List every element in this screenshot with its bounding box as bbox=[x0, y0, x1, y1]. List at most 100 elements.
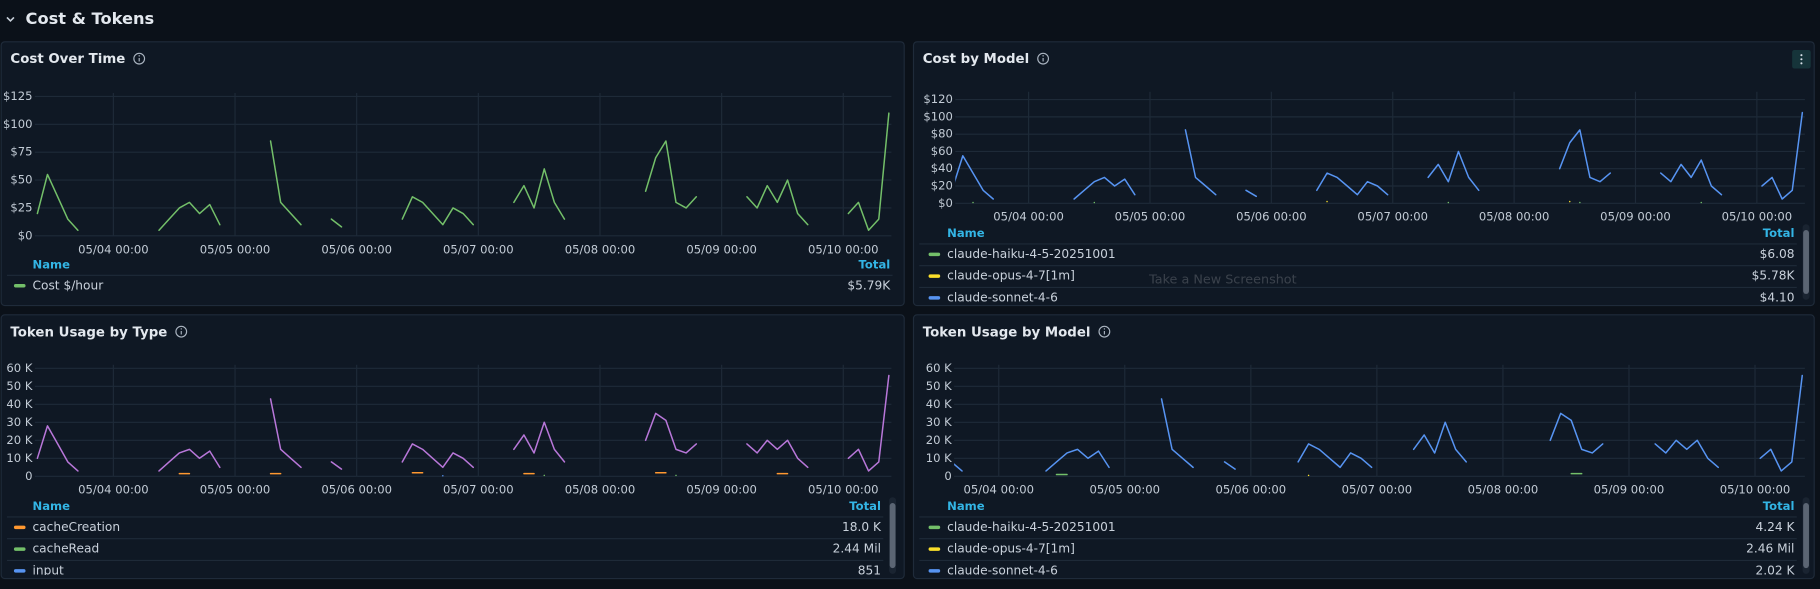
panel-frame bbox=[0, 314, 905, 580]
y-tick-label: 0 bbox=[944, 469, 951, 483]
info-icon[interactable] bbox=[175, 325, 188, 338]
legend-header-name[interactable]: Name bbox=[947, 226, 985, 240]
info-icon-dot bbox=[180, 328, 182, 330]
legend-swatch[interactable] bbox=[928, 252, 941, 257]
x-tick-label: 05/08 00:00 bbox=[565, 242, 636, 256]
legend-swatch[interactable] bbox=[13, 547, 26, 551]
panel-title: Token Usage by Type bbox=[10, 325, 167, 340]
legend-name[interactable]: claude-haiku-4-5-20251001 bbox=[947, 247, 1116, 261]
legend-header-total[interactable]: Total bbox=[1763, 226, 1795, 240]
legend-total: 851 bbox=[858, 563, 881, 577]
x-tick-label: 05/09 00:00 bbox=[686, 483, 757, 497]
legend-header-total[interactable]: Total bbox=[859, 257, 891, 271]
x-tick-label: 05/07 00:00 bbox=[443, 483, 514, 497]
info-icon[interactable] bbox=[133, 52, 146, 65]
y-tick-label: 20 K bbox=[6, 433, 32, 447]
x-tick-label: 05/06 00:00 bbox=[1216, 483, 1287, 497]
legend-swatch[interactable] bbox=[13, 569, 26, 573]
x-tick-label: 05/09 00:00 bbox=[1600, 210, 1671, 224]
legend-header-total[interactable]: Total bbox=[1763, 499, 1795, 513]
panel-menu-dot bbox=[1800, 54, 1803, 57]
legend-header-name[interactable]: Name bbox=[33, 257, 71, 271]
info-icon[interactable] bbox=[1098, 325, 1111, 338]
legend-name[interactable]: claude-sonnet-4-6 bbox=[947, 290, 1058, 304]
legend-name[interactable]: claude-opus-4-7[1m] bbox=[947, 542, 1075, 556]
x-tick-label: 05/04 00:00 bbox=[993, 210, 1064, 224]
y-tick-label: 40 K bbox=[6, 397, 32, 411]
series-line bbox=[954, 374, 1803, 472]
legend-swatch[interactable] bbox=[13, 525, 26, 530]
x-tick-label: 05/10 00:00 bbox=[808, 242, 879, 256]
y-tick-label: 30 K bbox=[6, 415, 32, 429]
panel-menu-dot bbox=[1800, 58, 1803, 61]
y-tick-label: 60 K bbox=[926, 361, 952, 375]
legend-name[interactable]: input bbox=[33, 563, 65, 577]
legend-swatch[interactable] bbox=[928, 525, 941, 530]
x-tick-label: 05/08 00:00 bbox=[1479, 210, 1550, 224]
y-tick-label: $50 bbox=[10, 173, 32, 187]
scrollbar-thumb[interactable] bbox=[1803, 503, 1809, 569]
y-tick-label: $40 bbox=[931, 161, 953, 175]
x-tick-label: 05/10 00:00 bbox=[1720, 483, 1791, 497]
legend-total: $6.08 bbox=[1760, 247, 1795, 261]
legend-swatch[interactable] bbox=[928, 296, 941, 300]
x-tick-label: 05/04 00:00 bbox=[963, 483, 1034, 497]
series-line bbox=[955, 111, 1804, 200]
y-tick-label: 50 K bbox=[926, 379, 952, 393]
x-tick-label: 05/05 00:00 bbox=[1115, 210, 1186, 224]
legend-table: Name Total Cost $/hour $5.79K bbox=[6, 257, 893, 292]
overlay-hint: Take a New Screenshot bbox=[1148, 272, 1297, 287]
y-tick-label: 50 K bbox=[6, 379, 32, 393]
series-line bbox=[36, 374, 890, 472]
legend-header-total[interactable]: Total bbox=[849, 499, 881, 513]
panel: Cost by Model $0 $20 $40 $60 $80 $100 $120 05/04… bbox=[912, 41, 1815, 307]
legend-total: $4.10 bbox=[1760, 290, 1795, 304]
x-tick-label: 05/05 00:00 bbox=[200, 242, 271, 256]
info-icon-dot bbox=[1042, 55, 1044, 57]
series-line bbox=[1055, 472, 1583, 476]
panel: Token Usage by Model 0 10 K 20 K 30 K 40 K 50 … bbox=[912, 314, 1815, 580]
x-tick-label: 05/10 00:00 bbox=[808, 483, 879, 497]
legend-header-name[interactable]: Name bbox=[947, 499, 985, 513]
series-line bbox=[36, 112, 890, 232]
legend-swatch[interactable] bbox=[928, 569, 941, 573]
x-tick-label: 05/09 00:00 bbox=[686, 242, 757, 256]
legend-name[interactable]: claude-haiku-4-5-20251001 bbox=[947, 520, 1116, 534]
plot-area bbox=[955, 111, 1804, 204]
legend-name[interactable]: claude-opus-4-7[1m] bbox=[947, 269, 1075, 283]
panel-frame bbox=[912, 41, 1815, 307]
scrollbar-thumb[interactable] bbox=[1803, 230, 1809, 294]
y-tick-label: $120 bbox=[923, 92, 953, 106]
plot-area bbox=[954, 374, 1803, 477]
legend-total: 2.46 Mil bbox=[1746, 542, 1794, 556]
legend-total: 2.44 Mil bbox=[833, 542, 881, 556]
y-tick-label: 0 bbox=[25, 469, 32, 483]
collapse-chevron[interactable] bbox=[6, 16, 15, 23]
legend-header-name[interactable]: Name bbox=[33, 499, 71, 513]
legend-name[interactable]: Cost $/hour bbox=[33, 278, 105, 292]
legend-table: Name Total claude-haiku-4-5-20251001 $6.08 c… bbox=[919, 226, 1797, 304]
x-tick-label: 05/09 00:00 bbox=[1594, 483, 1665, 497]
y-tick-label: 10 K bbox=[926, 451, 952, 465]
y-tick-label: $0 bbox=[18, 228, 33, 242]
legend-swatch[interactable] bbox=[928, 274, 941, 278]
legend-total: 4.24 K bbox=[1755, 520, 1795, 534]
x-tick-label: 05/07 00:00 bbox=[1342, 483, 1413, 497]
scrollbar-thumb[interactable] bbox=[889, 503, 896, 569]
y-tick-label: $100 bbox=[923, 109, 953, 123]
legend-swatch[interactable] bbox=[928, 547, 941, 551]
legend-total: $5.78K bbox=[1752, 269, 1796, 283]
section-title[interactable]: Cost & Tokens bbox=[26, 9, 155, 28]
x-tick-label: 05/05 00:00 bbox=[200, 483, 271, 497]
x-tick-label: 05/04 00:00 bbox=[78, 242, 149, 256]
y-tick-label: 30 K bbox=[926, 415, 952, 429]
x-tick-label: 05/07 00:00 bbox=[1357, 210, 1428, 224]
legend-swatch[interactable] bbox=[13, 284, 26, 288]
legend-name[interactable]: claude-sonnet-4-6 bbox=[947, 563, 1058, 577]
y-tick-label: $25 bbox=[10, 200, 32, 214]
legend-name[interactable]: cacheRead bbox=[33, 542, 100, 556]
legend-total: $5.79K bbox=[847, 278, 891, 292]
info-icon[interactable] bbox=[1037, 52, 1050, 65]
legend-name[interactable]: cacheCreation bbox=[33, 520, 121, 534]
